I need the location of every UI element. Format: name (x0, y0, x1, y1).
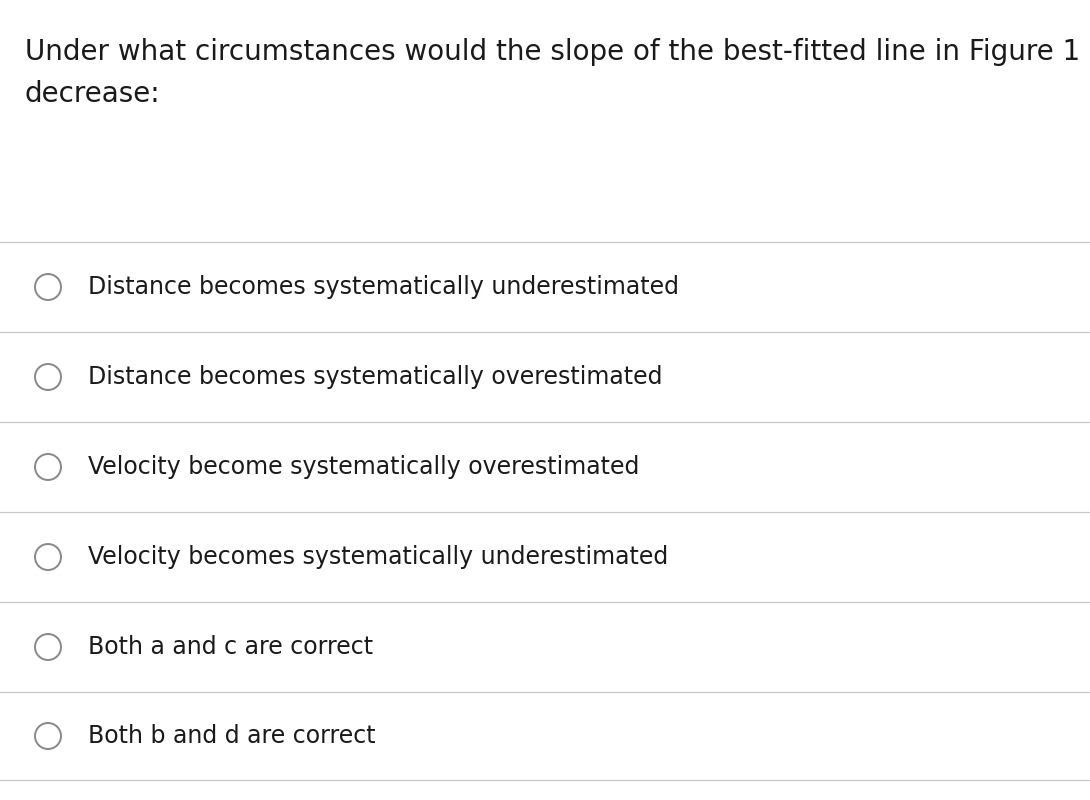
Text: Distance becomes systematically underestimated: Distance becomes systematically underest… (88, 275, 679, 299)
Text: Both a and c are correct: Both a and c are correct (88, 635, 373, 659)
Text: Distance becomes systematically overestimated: Distance becomes systematically overesti… (88, 365, 663, 389)
Text: Velocity becomes systematically underestimated: Velocity becomes systematically underest… (88, 545, 668, 569)
Text: Both b and d are correct: Both b and d are correct (88, 724, 376, 748)
Text: Under what circumstances would the slope of the best-fitted line in Figure 1: Under what circumstances would the slope… (25, 38, 1080, 66)
Text: decrease:: decrease: (25, 80, 160, 108)
Text: Velocity become systematically overestimated: Velocity become systematically overestim… (88, 455, 640, 479)
